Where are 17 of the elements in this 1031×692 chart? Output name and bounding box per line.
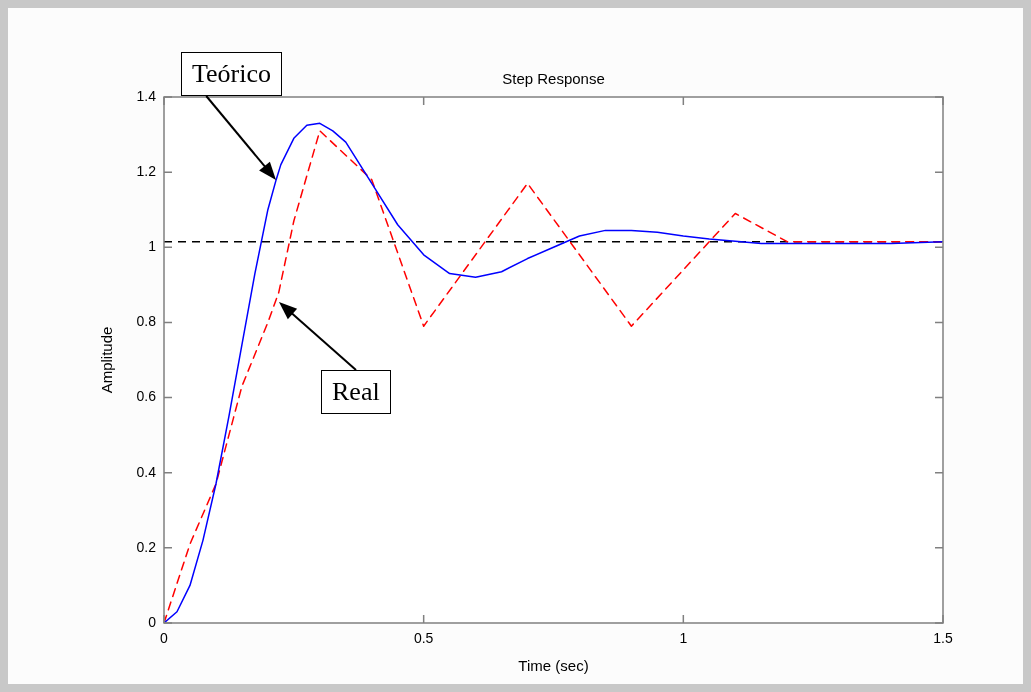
x-axis-title: Time (sec) bbox=[518, 656, 589, 674]
y-tick-label: 0 bbox=[148, 613, 157, 630]
text: Teórico bbox=[181, 52, 283, 96]
y-tick-label: 1.4 bbox=[136, 87, 157, 104]
x-tick-label: 1 bbox=[679, 630, 688, 647]
y-tick-label: 1.2 bbox=[136, 163, 157, 179]
y-tick-label: 1 bbox=[148, 238, 157, 255]
x-tick-label: 0.5 bbox=[413, 630, 434, 647]
x-tick-label: 0 bbox=[160, 630, 169, 647]
y-tick-label: 0.2 bbox=[136, 538, 157, 555]
chart-title: Step Response bbox=[502, 69, 605, 87]
annotation: Real bbox=[321, 370, 391, 414]
y-tick-label: 0.8 bbox=[136, 313, 157, 330]
y-tick-label: 0.6 bbox=[136, 388, 157, 405]
y-axis-title: Amplitude bbox=[98, 326, 116, 394]
y-tick-label: 0.4 bbox=[136, 463, 157, 480]
x-tick-label: 1.5 bbox=[933, 630, 953, 647]
